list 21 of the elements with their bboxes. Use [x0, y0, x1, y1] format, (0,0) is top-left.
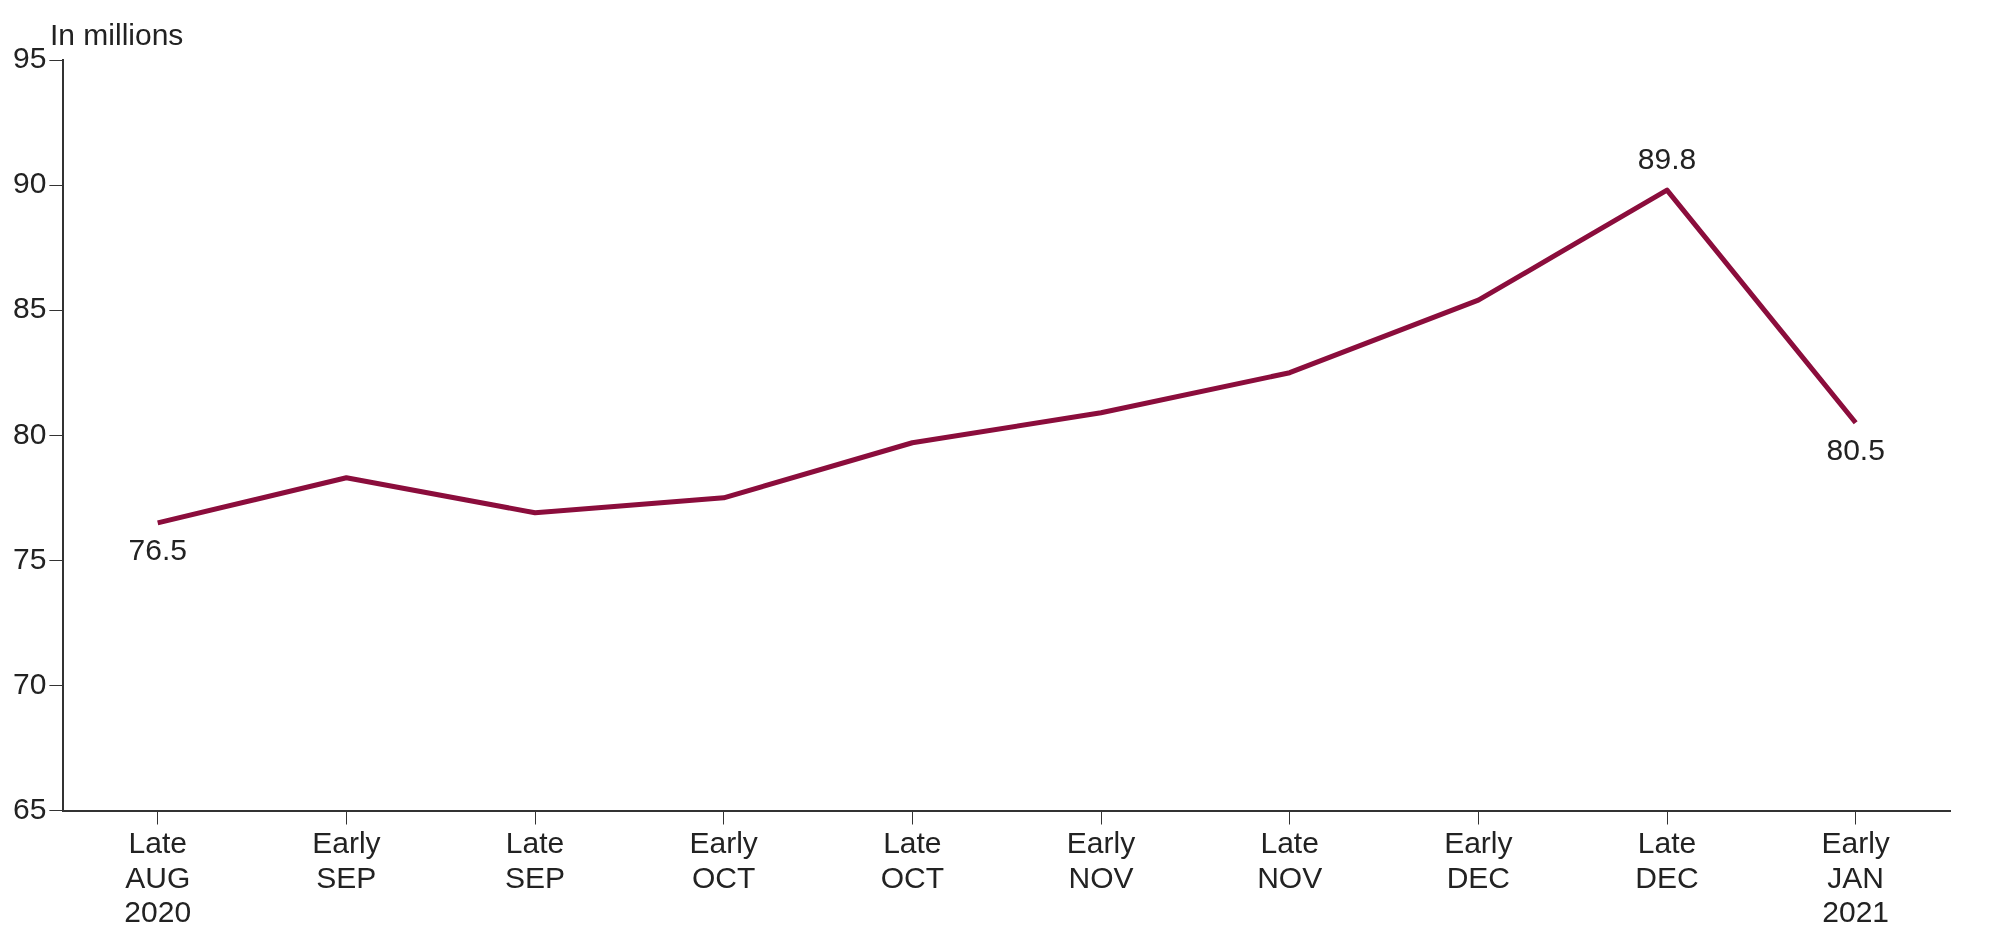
x-tick-label: Late OCT [880, 826, 945, 894]
x-tick-label: Late DEC [1635, 826, 1699, 894]
y-tick-label: 75 [12, 541, 47, 575]
y-tick-label: 70 [12, 666, 47, 700]
x-tick-label: Late NOV [1257, 826, 1323, 894]
y-tick-label: 90 [12, 166, 47, 200]
y-tick-label: 85 [12, 291, 47, 325]
data-label: 80.5 [1826, 433, 1885, 467]
data-label: 89.8 [1637, 142, 1697, 176]
data-label: 76.5 [128, 533, 187, 567]
y-tick-label: 80 [12, 416, 47, 450]
x-tick-label: Early SEP [312, 826, 381, 894]
y-axis-title: In millions [50, 18, 184, 52]
x-tick-label: Early NOV [1066, 826, 1136, 894]
x-tick-label: Early OCT [689, 826, 758, 894]
x-tick-label: Late SEP [505, 826, 566, 894]
x-tick-label: Early JAN 2021 [1821, 826, 1890, 929]
y-tick-label: 95 [12, 41, 47, 75]
y-tick-label: 65 [12, 791, 47, 825]
x-tick-label: Early DEC [1444, 826, 1513, 894]
x-tick-label: Late AUG 2020 [124, 826, 192, 929]
